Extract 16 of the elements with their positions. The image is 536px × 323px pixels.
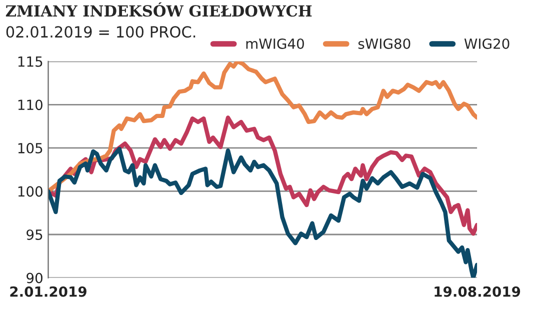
legend-label: WIG20 [464, 38, 510, 49]
legend-label: mWIG40 [246, 38, 304, 49]
y-tick-label: 100 [18, 186, 42, 197]
line-series [48, 116, 478, 236]
line-series [48, 61, 478, 194]
chart-subtitle: 02.01.2019 = 100 PROC. [6, 26, 196, 38]
y-tick-label: 110 [18, 100, 42, 110]
legend-label: sWIG80 [358, 38, 410, 49]
x-tick-label: 2.01.2019 [10, 286, 86, 297]
y-tick-label: 95 [26, 229, 42, 240]
y-tick-label: 105 [18, 142, 42, 154]
chart-title: ZMIANY INDEKSÓW GIEŁDOWYCH [6, 2, 312, 17]
line-series [48, 146, 478, 278]
y-tick-label: 115 [18, 56, 42, 67]
x-tick-label: 19.08.2019 [434, 286, 520, 297]
y-tick-label: 90 [26, 272, 42, 284]
